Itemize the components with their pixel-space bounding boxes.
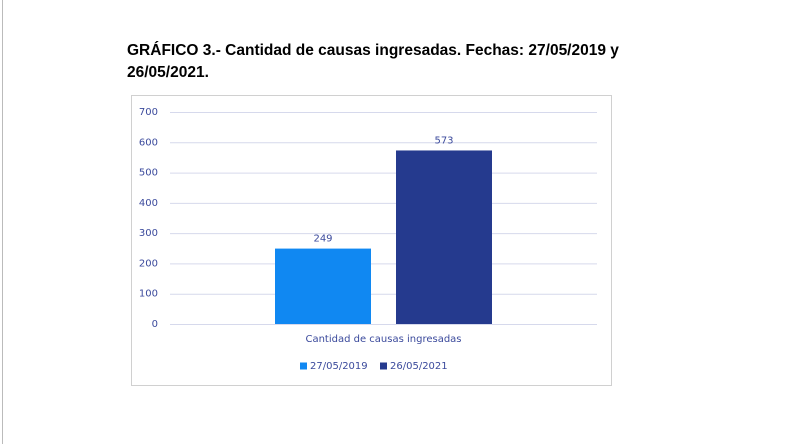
y-tick-label: 0 xyxy=(152,319,158,330)
chart-title: GRÁFICO 3.- Cantidad de causas ingresada… xyxy=(127,42,619,81)
y-tick-label: 500 xyxy=(139,168,158,179)
bar xyxy=(275,248,371,324)
bar xyxy=(396,150,492,324)
page-edge xyxy=(2,0,3,444)
y-tick-label: 200 xyxy=(139,258,158,269)
data-label: 573 xyxy=(434,135,453,146)
y-tick-label: 400 xyxy=(139,198,158,209)
legend-label: 27/05/2019 xyxy=(310,361,368,372)
chart-frame xyxy=(131,95,612,386)
y-tick-label: 300 xyxy=(139,228,158,239)
y-tick-label: 600 xyxy=(139,137,158,148)
legend-swatch xyxy=(380,362,387,370)
y-tick-label: 100 xyxy=(139,289,158,300)
y-tick-label: 700 xyxy=(139,107,158,118)
legend-swatch xyxy=(300,362,307,370)
x-tick-label: Cantidad de causas ingresadas xyxy=(305,334,461,345)
data-label: 249 xyxy=(313,234,332,245)
legend-label: 26/05/2021 xyxy=(390,361,448,372)
